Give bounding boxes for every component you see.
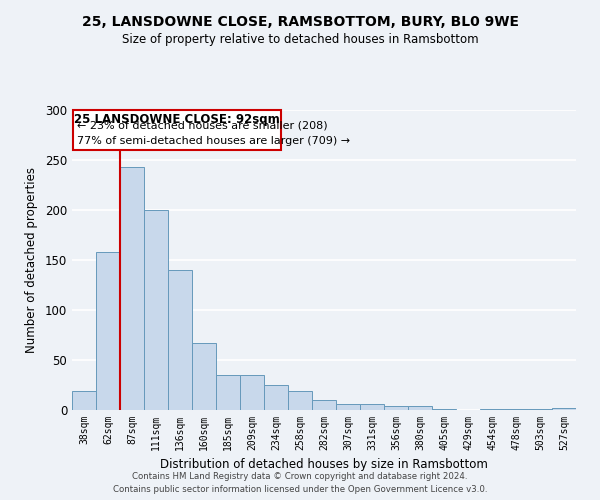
Text: 77% of semi-detached houses are larger (709) →: 77% of semi-detached houses are larger (… bbox=[77, 136, 350, 146]
Bar bbox=[120, 167, 144, 410]
Bar bbox=[240, 375, 264, 410]
Text: 25 LANSDOWNE CLOSE: 92sqm: 25 LANSDOWNE CLOSE: 92sqm bbox=[74, 113, 280, 126]
Bar bbox=[360, 404, 384, 410]
Bar bbox=[384, 406, 408, 410]
Text: ← 23% of detached houses are smaller (208): ← 23% of detached houses are smaller (20… bbox=[77, 120, 328, 130]
Bar bbox=[96, 252, 120, 410]
Bar bbox=[552, 408, 576, 410]
Bar bbox=[312, 400, 336, 410]
Text: Contains public sector information licensed under the Open Government Licence v3: Contains public sector information licen… bbox=[113, 485, 487, 494]
Bar bbox=[72, 391, 96, 410]
Text: 25, LANSDOWNE CLOSE, RAMSBOTTOM, BURY, BL0 9WE: 25, LANSDOWNE CLOSE, RAMSBOTTOM, BURY, B… bbox=[82, 15, 518, 29]
Bar bbox=[216, 375, 240, 410]
Bar bbox=[264, 385, 288, 410]
Bar bbox=[288, 391, 312, 410]
FancyBboxPatch shape bbox=[73, 110, 281, 150]
Y-axis label: Number of detached properties: Number of detached properties bbox=[25, 167, 38, 353]
Bar bbox=[432, 409, 456, 410]
Bar bbox=[408, 406, 432, 410]
Text: Size of property relative to detached houses in Ramsbottom: Size of property relative to detached ho… bbox=[122, 32, 478, 46]
Bar bbox=[144, 210, 168, 410]
Bar bbox=[168, 270, 192, 410]
Bar bbox=[336, 404, 360, 410]
Bar bbox=[528, 409, 552, 410]
Text: Contains HM Land Registry data © Crown copyright and database right 2024.: Contains HM Land Registry data © Crown c… bbox=[132, 472, 468, 481]
X-axis label: Distribution of detached houses by size in Ramsbottom: Distribution of detached houses by size … bbox=[160, 458, 488, 471]
Bar bbox=[504, 409, 528, 410]
Bar bbox=[192, 343, 216, 410]
Bar bbox=[480, 409, 504, 410]
